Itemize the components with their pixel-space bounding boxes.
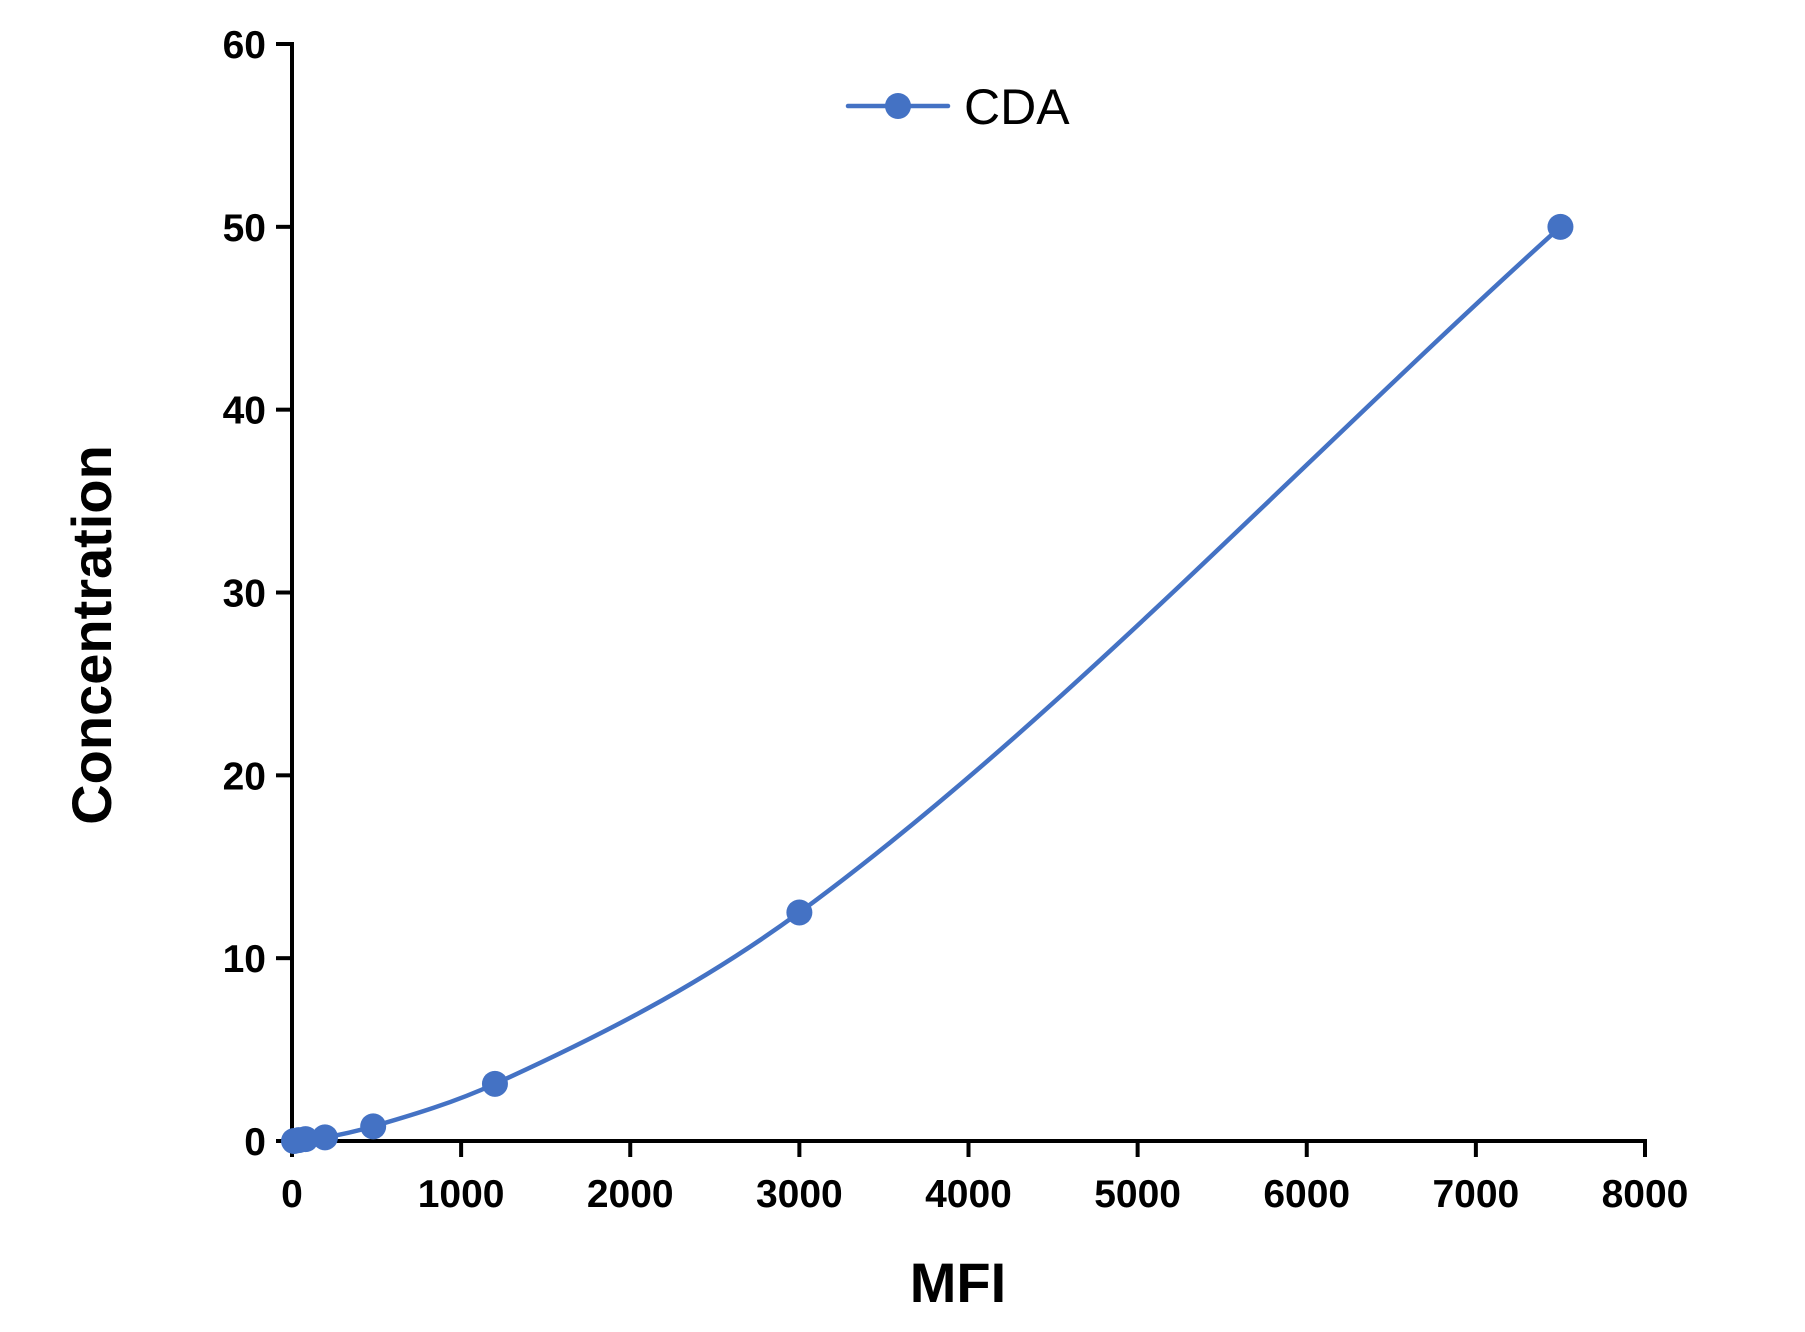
x-tick-label: 0 xyxy=(281,1173,303,1216)
x-tick-label: 1000 xyxy=(418,1173,505,1216)
y-tick-label: 50 xyxy=(223,207,266,250)
series xyxy=(281,213,1574,1154)
x-tick-label: 3000 xyxy=(756,1173,843,1216)
x-tick-label: 2000 xyxy=(587,1173,674,1216)
series-line-cda xyxy=(291,224,1563,1144)
x-tick-label: 5000 xyxy=(1094,1173,1181,1216)
legend: CDA xyxy=(845,79,1070,135)
x-tick-label: 8000 xyxy=(1602,1173,1689,1216)
x-axis-title: MFI xyxy=(910,1251,1006,1314)
data-point xyxy=(481,1070,508,1097)
y-tick-label: 0 xyxy=(244,1121,266,1164)
y-tick-label: 20 xyxy=(223,755,266,798)
x-tick-label: 4000 xyxy=(925,1173,1012,1216)
data-point xyxy=(292,1126,319,1153)
data-point xyxy=(360,1113,387,1140)
y-tick-label: 10 xyxy=(223,938,266,981)
y-tick-label: 40 xyxy=(223,390,266,433)
y-axis-title: Concentration xyxy=(60,445,123,825)
axes xyxy=(290,42,1647,1143)
ticks: 0 1000 2000 3000 4000 5000 6000 7000 8000 0 10 20 30… xyxy=(223,24,1689,1216)
x-tick-label: 7000 xyxy=(1432,1173,1519,1216)
x-tick-label: 6000 xyxy=(1263,1173,1350,1216)
data-point xyxy=(786,899,813,926)
legend-label: CDA xyxy=(964,79,1070,135)
data-point xyxy=(311,1124,338,1151)
legend-marker xyxy=(885,93,911,119)
y-tick-label: 30 xyxy=(223,573,266,616)
y-tick-label: 60 xyxy=(223,24,266,67)
data-point xyxy=(1547,213,1574,240)
